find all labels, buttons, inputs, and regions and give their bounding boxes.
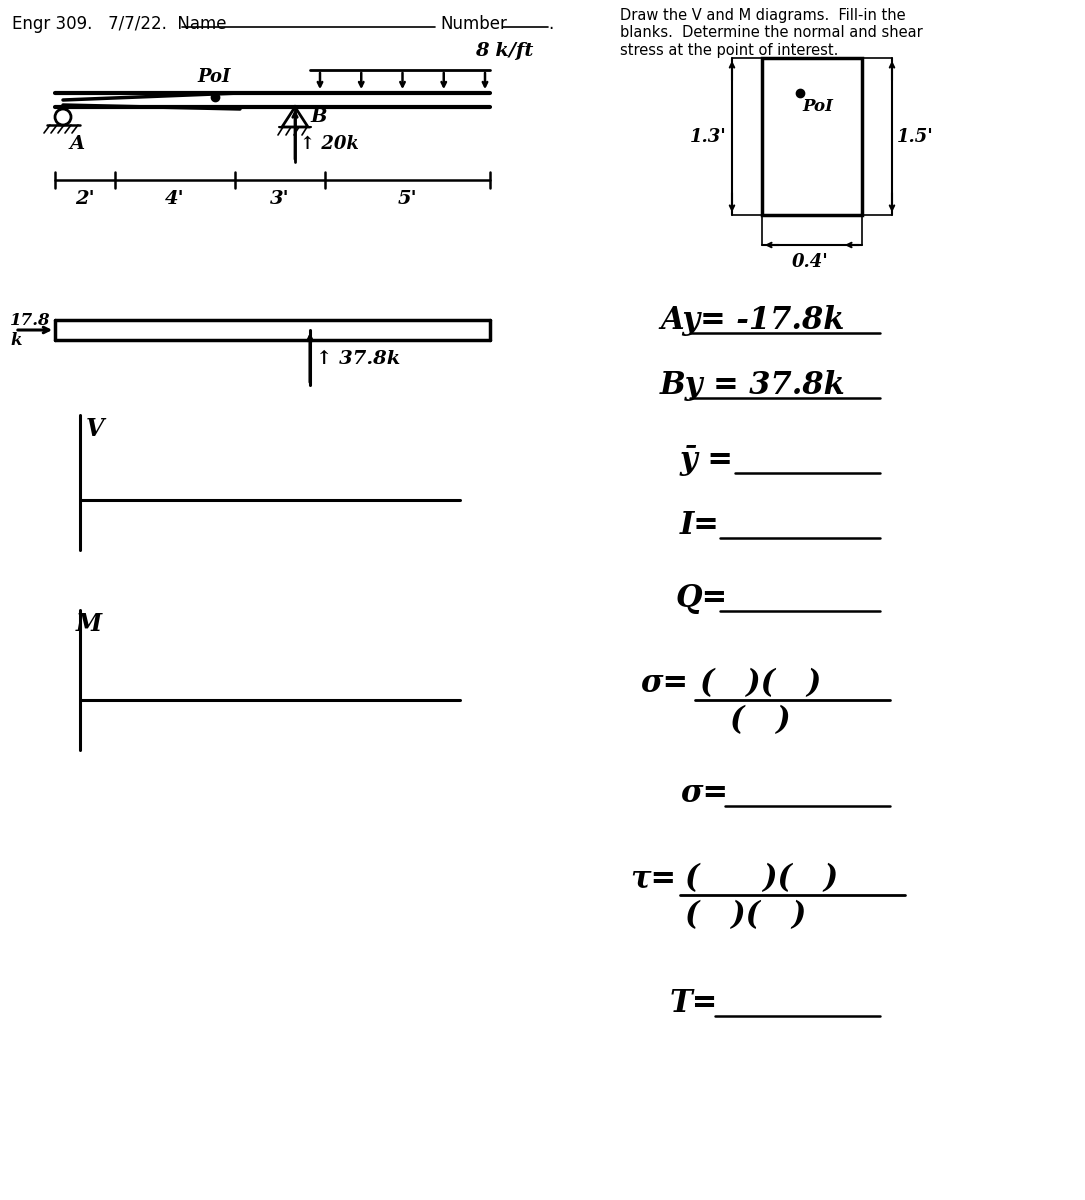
Text: .: . — [548, 14, 553, 32]
Text: 1.3': 1.3' — [690, 127, 727, 145]
Text: PoI: PoI — [197, 68, 230, 86]
Text: Draw the V and M diagrams.  Fill-in the
blanks.  Determine the normal and shear
: Draw the V and M diagrams. Fill-in the b… — [620, 8, 922, 58]
Text: (      )(   ): ( )( ) — [685, 863, 838, 894]
Text: Ay= -17.8k: Ay= -17.8k — [660, 305, 844, 336]
Text: (   ): ( ) — [730, 704, 791, 736]
Text: PoI: PoI — [802, 98, 833, 115]
Text: σ=: σ= — [640, 668, 688, 698]
Text: 2': 2' — [75, 190, 94, 208]
Text: 4': 4' — [165, 190, 184, 208]
Text: 3': 3' — [270, 190, 290, 208]
Text: 1.5': 1.5' — [897, 127, 934, 145]
Text: 5': 5' — [398, 190, 418, 208]
Text: 17.8
k: 17.8 k — [10, 312, 51, 348]
Text: (   )(   ): ( )( ) — [685, 900, 806, 931]
Text: τ=: τ= — [630, 863, 676, 894]
Text: ↑ 20k: ↑ 20k — [299, 134, 359, 152]
Text: Engr 309.   7/7/22.  Name: Engr 309. 7/7/22. Name — [12, 14, 227, 32]
Text: 0.4': 0.4' — [792, 253, 828, 271]
Text: By = 37.8k: By = 37.8k — [660, 370, 845, 401]
Text: (   )(   ): ( )( ) — [700, 668, 821, 698]
Text: 8 k/ft: 8 k/ft — [475, 42, 534, 60]
Text: B: B — [310, 108, 327, 126]
Text: V: V — [86, 416, 104, 440]
Text: T=: T= — [671, 988, 718, 1019]
Bar — [762, 58, 861, 215]
Text: Number: Number — [441, 14, 507, 32]
Text: A: A — [71, 134, 85, 152]
Text: Q=: Q= — [675, 583, 727, 614]
Text: σ=: σ= — [680, 778, 728, 809]
Text: I=: I= — [680, 510, 719, 541]
Text: ↑ 37.8k: ↑ 37.8k — [316, 350, 400, 368]
Text: M: M — [76, 612, 102, 636]
Text: ȳ =: ȳ = — [680, 445, 733, 476]
